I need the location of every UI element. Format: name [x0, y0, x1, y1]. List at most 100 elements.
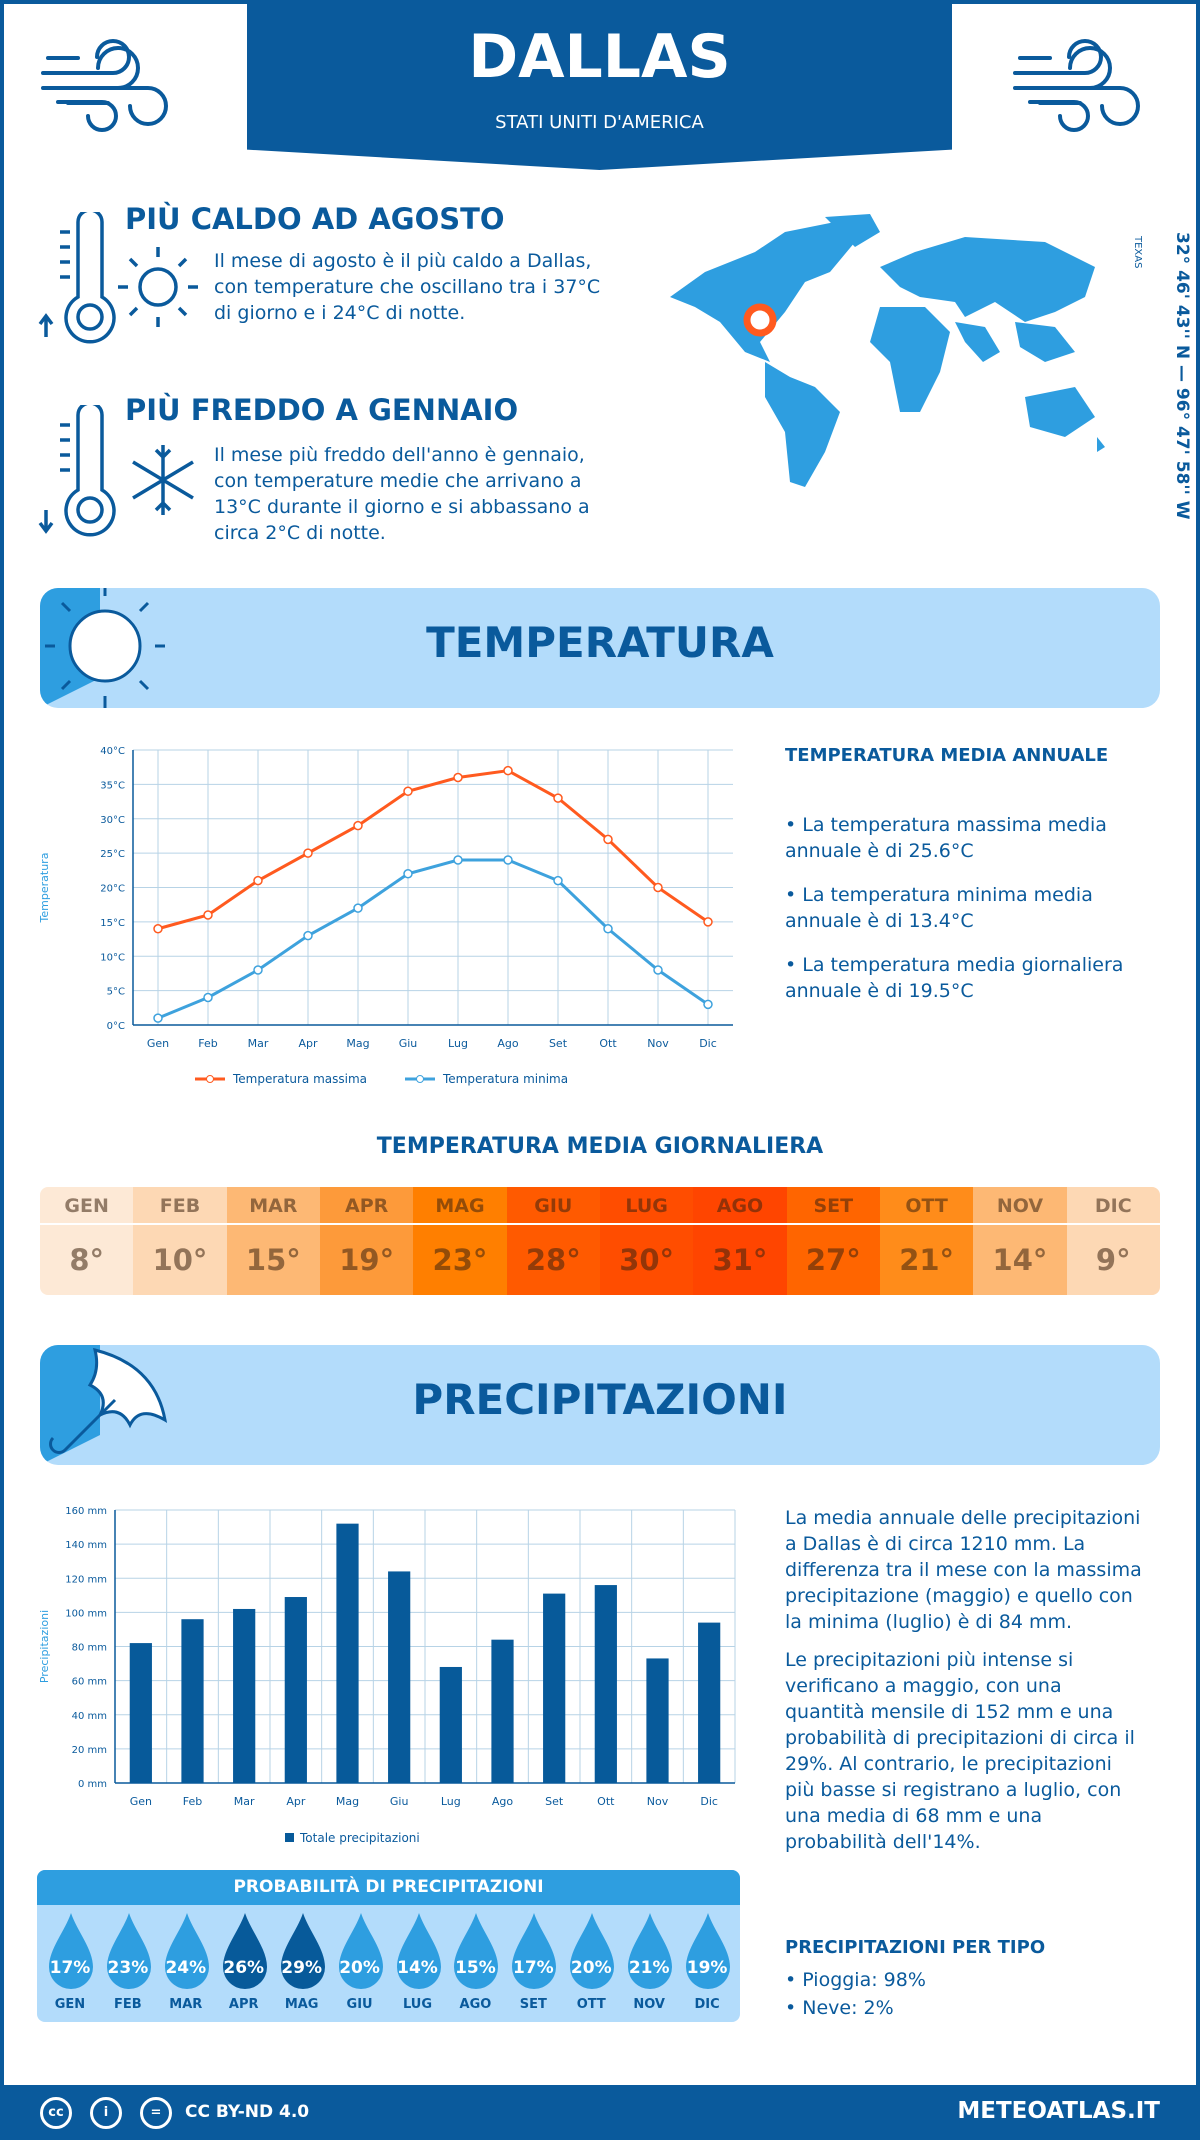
daily-temp-cell: SET 27°: [786, 1187, 880, 1295]
precip-probability-value: 29%: [281, 1958, 322, 1978]
x-tick-label: Ago: [497, 1037, 519, 1050]
y-tick-label: 20°C: [100, 884, 125, 895]
daily-temp-value: 28°: [525, 1243, 581, 1277]
x-tick-label: Ago: [492, 1795, 514, 1808]
precip-probability-month: FEB: [114, 1997, 142, 2012]
x-tick-label: Feb: [183, 1795, 202, 1808]
data-point: [653, 965, 663, 975]
wind-icon-right: [1013, 39, 1140, 132]
y-tick-label: 40°C: [100, 746, 125, 757]
x-tick-label: Dic: [699, 1037, 717, 1050]
x-tick-label: Nov: [647, 1037, 669, 1050]
raindrop-icon: [628, 1913, 673, 1989]
annual-temp-bullet-2: • La temperatura minima media annuale è …: [785, 884, 1093, 932]
world-map: [670, 214, 1105, 487]
umbrella-icon: [49, 1347, 168, 1454]
data-point: [253, 965, 263, 975]
precip-probability-drop: 20% GIU: [331, 1905, 389, 2020]
daily-temp-month: OTT: [879, 1187, 974, 1225]
precip-probability-drop: 19% DIC: [678, 1905, 736, 2020]
y-axis-label: Temperatura: [38, 853, 51, 924]
bar: [698, 1622, 721, 1783]
daily-temp-cell: NOV 14°: [973, 1187, 1067, 1295]
footer: cc i = CC BY-ND 4.0 METEOATLAS.IT: [0, 2085, 1200, 2140]
data-point: [703, 999, 713, 1010]
precipitation-chart: 0 mm 20 mm 40 mm 60 mm 80 mm 100 mm 120 mm 140 …: [38, 1506, 736, 1845]
precip-probability-value: 15%: [455, 1958, 496, 1978]
data-point: [703, 917, 713, 927]
data-point: [453, 772, 463, 783]
y-tick-label: 15°C: [100, 918, 125, 929]
x-tick-label: Mar: [248, 1037, 269, 1050]
precip-probability-value: 17%: [512, 1958, 554, 1978]
x-tick-label: Set: [545, 1795, 564, 1808]
legend-marker: [206, 1075, 214, 1083]
annual-temp-title: TEMPERATURA MEDIA ANNUALE: [785, 745, 1109, 766]
x-tick-label: Mag: [336, 1795, 359, 1808]
y-tick-label: 0 mm: [78, 1779, 107, 1790]
x-tick-label: Mar: [234, 1795, 255, 1808]
precip-probability-drop: 20% OTT: [562, 1905, 620, 2020]
raindrop-icon: [106, 1913, 151, 1989]
hot-title: PIÙ CALDO AD AGOSTO: [125, 202, 505, 236]
bar: [646, 1658, 669, 1783]
data-point: [153, 1013, 163, 1023]
daily-temp-month: MAR: [226, 1187, 320, 1225]
daily-temp-value: 14°: [992, 1243, 1048, 1277]
daily-temperature-row: GEN 8° FEB 10° MAR 15° APR 19° MAG 23° GIU 28° LUG 30…: [40, 1187, 1160, 1295]
legend-label: Temperatura minima: [442, 1072, 568, 1086]
x-tick-label: Apr: [298, 1037, 318, 1050]
city-title: DALLAS: [468, 22, 731, 92]
y-tick-label: 5°C: [107, 987, 125, 998]
raindrop-icon: [338, 1913, 383, 1989]
x-tick-label: Lug: [441, 1795, 461, 1808]
precip-probability-month: LUG: [402, 1997, 433, 2012]
daily-temp-month: NOV: [973, 1187, 1067, 1225]
site-link[interactable]: METEOATLAS.IT: [957, 2098, 1160, 2124]
data-point: [403, 869, 413, 879]
daily-temp-value: 21°: [899, 1243, 955, 1277]
hot-text: Il mese di agosto è il più caldo a Dalla…: [214, 250, 601, 324]
daily-temp-value: 30°: [619, 1243, 675, 1277]
x-tick-label: Apr: [286, 1795, 306, 1808]
daily-temp-title: TEMPERATURA MEDIA GIORNALIERA: [376, 1134, 824, 1159]
y-tick-label: 100 mm: [65, 1608, 107, 1619]
x-tick-label: Mag: [346, 1037, 369, 1050]
data-point: [453, 855, 463, 865]
precip-probability-month: DIC: [694, 1997, 720, 2012]
series-line-min: [157, 858, 709, 1020]
x-tick-label: Gen: [130, 1795, 152, 1808]
data-point: [603, 924, 613, 934]
daily-temp-month: FEB: [133, 1187, 227, 1225]
y-tick-label: 140 mm: [65, 1540, 107, 1551]
precip-probability-month: GEN: [54, 1997, 86, 2012]
attribution-icon: i: [90, 2097, 122, 2129]
bar: [491, 1639, 514, 1783]
precipitation-section-title: PRECIPITAZIONI: [412, 1375, 788, 1424]
daily-temp-month: GEN: [40, 1187, 134, 1225]
precip-probability-value: 20%: [339, 1958, 380, 1978]
temperature-section-title: TEMPERATURA: [426, 618, 774, 667]
data-point: [653, 882, 663, 893]
raindrop-icon: [686, 1913, 731, 1989]
daily-temp-value: 10°: [152, 1243, 208, 1277]
data-point: [403, 786, 413, 796]
x-tick-label: Gen: [147, 1037, 169, 1050]
y-tick-label: 20 mm: [72, 1745, 107, 1756]
legend-label: Totale precipitazioni: [299, 1831, 420, 1845]
y-tick-label: 30°C: [100, 815, 125, 826]
daily-temp-cell: DIC 9°: [1066, 1187, 1160, 1295]
daily-temp-value: 23°: [432, 1243, 488, 1277]
daily-temp-value: 8°: [69, 1243, 104, 1277]
data-point: [353, 903, 363, 913]
country-subtitle: STATI UNITI D'AMERICA: [495, 112, 704, 133]
precip-probability-value: 20%: [570, 1958, 612, 1978]
bar: [181, 1619, 204, 1783]
daily-temp-month: LUG: [599, 1187, 694, 1225]
precip-probability-month: APR: [228, 1997, 259, 2012]
legend-marker: [416, 1075, 424, 1083]
raindrop-icon: [454, 1913, 499, 1989]
wind-icon-left: [41, 39, 168, 132]
data-point: [553, 793, 563, 803]
x-tick-label: Ott: [599, 1037, 617, 1050]
